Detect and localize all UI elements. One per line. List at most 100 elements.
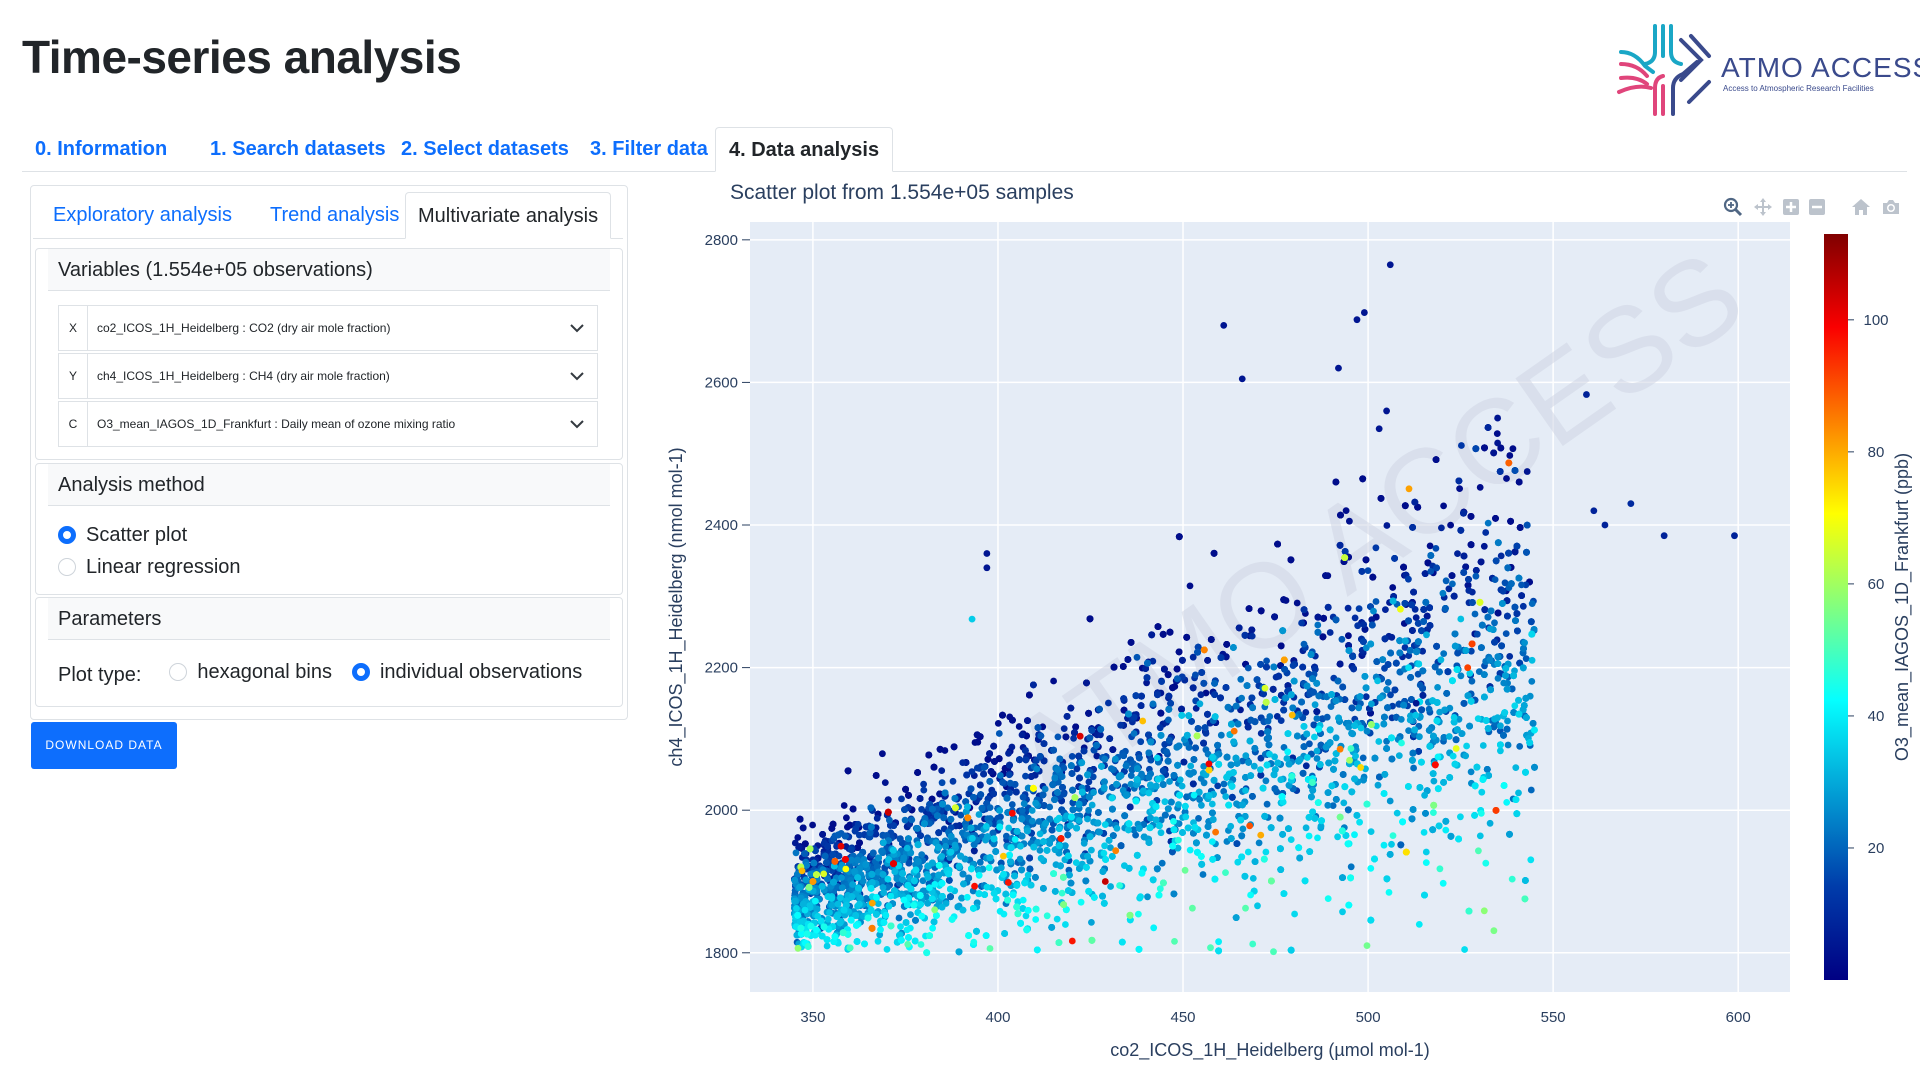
scatter-point <box>1467 513 1475 520</box>
scatter-point <box>1217 694 1224 702</box>
scatter-plot-option[interactable]: Scatter plot <box>58 520 187 550</box>
scatter-point <box>1122 762 1130 770</box>
tab-filter-data[interactable]: 3. Filter data <box>590 138 708 160</box>
y-variable-prefix: Y <box>59 354 88 398</box>
scatter-point <box>1438 524 1445 532</box>
scatter-point <box>824 842 831 850</box>
scatter-point <box>1460 509 1467 517</box>
scatter-point <box>1149 700 1157 708</box>
scatter-point <box>984 755 992 763</box>
scatter-point <box>1145 774 1153 781</box>
linear-regression-option[interactable]: Linear regression <box>58 552 241 582</box>
scatter-point <box>1332 616 1340 624</box>
scatter-point <box>1247 716 1255 724</box>
scatter-point <box>1070 735 1077 742</box>
tab-select-datasets[interactable]: 2. Select datasets <box>401 138 569 160</box>
hexagonal-bins-radio[interactable] <box>169 663 188 681</box>
scatter-point <box>856 831 863 839</box>
scatter-point <box>1166 628 1174 636</box>
scatter-point <box>1497 552 1505 560</box>
scatter-point <box>1419 692 1427 699</box>
scatter-point <box>1409 749 1417 757</box>
scatter-point <box>1263 657 1270 665</box>
scatter-point <box>1351 614 1359 622</box>
color-variable-select[interactable]: C O3_mean_IAGOS_1D_Frankfurt : Daily mea… <box>58 401 598 447</box>
scatter-point <box>809 821 816 829</box>
scatter-point <box>1420 618 1427 625</box>
scatter-plot-radio[interactable] <box>58 526 76 544</box>
scatter-point <box>1345 632 1352 640</box>
reset-axes-icon[interactable] <box>1850 196 1872 218</box>
scatter-point <box>1513 610 1521 617</box>
scatter-point <box>1505 549 1512 557</box>
hexagonal-bins-label[interactable]: hexagonal bins <box>197 660 332 683</box>
scatter-point <box>1086 615 1094 623</box>
scatter-point <box>1342 507 1350 514</box>
scatter-point <box>1447 521 1454 529</box>
linear-regression-radio[interactable] <box>58 558 76 576</box>
scatter-point <box>1075 752 1083 760</box>
camera-icon[interactable] <box>1880 196 1902 218</box>
scatter-point <box>1124 656 1132 663</box>
scatter-point <box>959 759 967 766</box>
scatter-point <box>1027 773 1035 780</box>
scatter-point <box>1257 730 1265 737</box>
scatter-point <box>1518 581 1525 589</box>
individual-observations-label[interactable]: individual observations <box>379 660 583 683</box>
pan-icon[interactable] <box>1752 196 1774 218</box>
scatter-point <box>1034 724 1042 731</box>
tab-search-datasets[interactable]: 1. Search datasets <box>210 138 386 160</box>
scatter-point <box>1037 732 1045 740</box>
scatter-point <box>879 750 886 758</box>
scatter-point <box>796 815 804 823</box>
scatter-point <box>1513 542 1521 550</box>
scatter-point <box>1433 642 1440 650</box>
zoom-in-icon[interactable] <box>1780 196 1802 218</box>
scatter-point <box>1200 679 1208 687</box>
scatter-point <box>920 780 927 788</box>
scatter-point <box>1443 690 1451 697</box>
atmo-access-logo-mark-icon <box>1617 24 1711 116</box>
scatter-point <box>1373 658 1381 665</box>
tab-trend-analysis[interactable]: Trend analysis <box>270 204 400 226</box>
scatter-point <box>895 914 903 922</box>
scatter-point <box>1249 793 1256 800</box>
scatter-point <box>1381 713 1388 721</box>
scatter-point <box>1492 557 1500 565</box>
scatter-point <box>1144 659 1151 667</box>
scatter-point <box>990 790 997 798</box>
scatter-point <box>828 825 836 832</box>
scatter-point <box>1194 648 1201 656</box>
scatter-point <box>1211 691 1218 698</box>
individual-observations-radio[interactable] <box>351 663 370 681</box>
scatter-point <box>1527 618 1535 626</box>
scatter-point <box>1179 656 1186 664</box>
tab-information[interactable]: 0. Information <box>35 138 168 160</box>
y-variable-select[interactable]: Y ch4_ICOS_1H_Heidelberg : CH4 (dry air … <box>58 353 598 399</box>
scatter-point <box>935 829 943 837</box>
scatter-point <box>849 805 857 813</box>
scatter-point <box>1003 794 1011 802</box>
tab-exploratory-analysis[interactable]: Exploratory analysis <box>53 204 232 226</box>
scatter-point <box>1460 552 1468 560</box>
scatter-point <box>1064 831 1072 839</box>
scatter-point <box>1491 576 1499 583</box>
tab-data-analysis[interactable]: 4. Data analysis <box>715 127 894 172</box>
plot-type-label: Plot type: <box>58 663 142 686</box>
tab-multivariate-analysis[interactable]: Multivariate analysis <box>405 192 612 239</box>
scatter-point <box>801 840 809 848</box>
scatter-point <box>1106 735 1114 742</box>
zoom-out-icon[interactable] <box>1806 196 1828 218</box>
scatter-point <box>1224 703 1232 711</box>
scatter-point <box>1483 766 1491 773</box>
analysis-settings-card: Exploratory analysis Trend analysis Mult… <box>30 185 628 720</box>
scatter-point <box>1056 755 1064 763</box>
scatter-point <box>1248 626 1256 634</box>
download-data-button[interactable]: DOWNLOAD DATA <box>31 722 177 769</box>
scatter-point <box>1419 667 1427 675</box>
scatter-point <box>1249 704 1256 712</box>
scatter-point <box>974 738 982 746</box>
x-variable-select[interactable]: X co2_ICOS_1H_Heidelberg : CO2 (dry air … <box>58 305 598 351</box>
zoom-icon[interactable] <box>1722 196 1744 218</box>
